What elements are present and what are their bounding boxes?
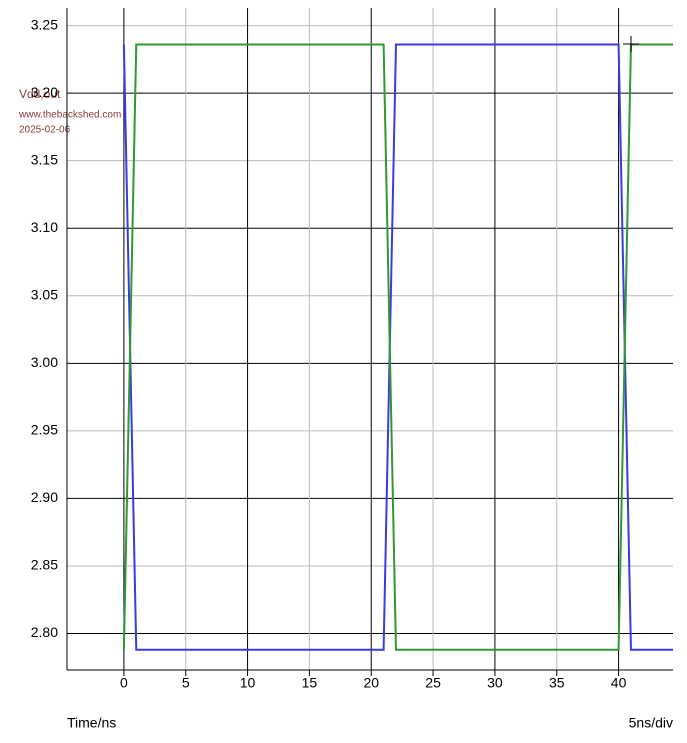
x-tick-label: 30 [487,675,503,691]
y-tick-label: 2.95 [31,422,58,438]
x-tick-label: 10 [240,675,256,691]
x-tick-label: 40 [611,675,627,691]
x-tick-label: 20 [363,675,379,691]
x-tick-label: 0 [120,675,128,691]
x-tick-label: 35 [549,675,565,691]
y-tick-label: 3.20 [31,84,58,100]
x-tick-label: 25 [425,675,441,691]
y-tick-label: 3.25 [31,16,58,32]
series-line [122,43,673,651]
y-tick-label: 2.80 [31,624,58,640]
y-tick-label: 2.90 [31,489,58,505]
y-tick-label: 3.15 [31,151,58,167]
y-tick-label: 3.05 [31,286,58,302]
cursor [623,36,639,52]
x-axis-label: Time/ns [67,715,116,731]
x-tick-label: 5 [182,675,190,691]
watermark: 2025-02-06 [19,125,71,136]
scale-label: 5ns/div [629,715,673,731]
y-tick-label: 3.10 [31,219,58,235]
x-tick-label: 15 [302,675,318,691]
y-tick-label: 3.00 [31,354,58,370]
y-tick-label: 2.85 [31,557,58,573]
watermark: Vdd,out [19,87,61,101]
watermark: www.thebackshed.com [18,110,121,121]
series-line [122,43,673,651]
